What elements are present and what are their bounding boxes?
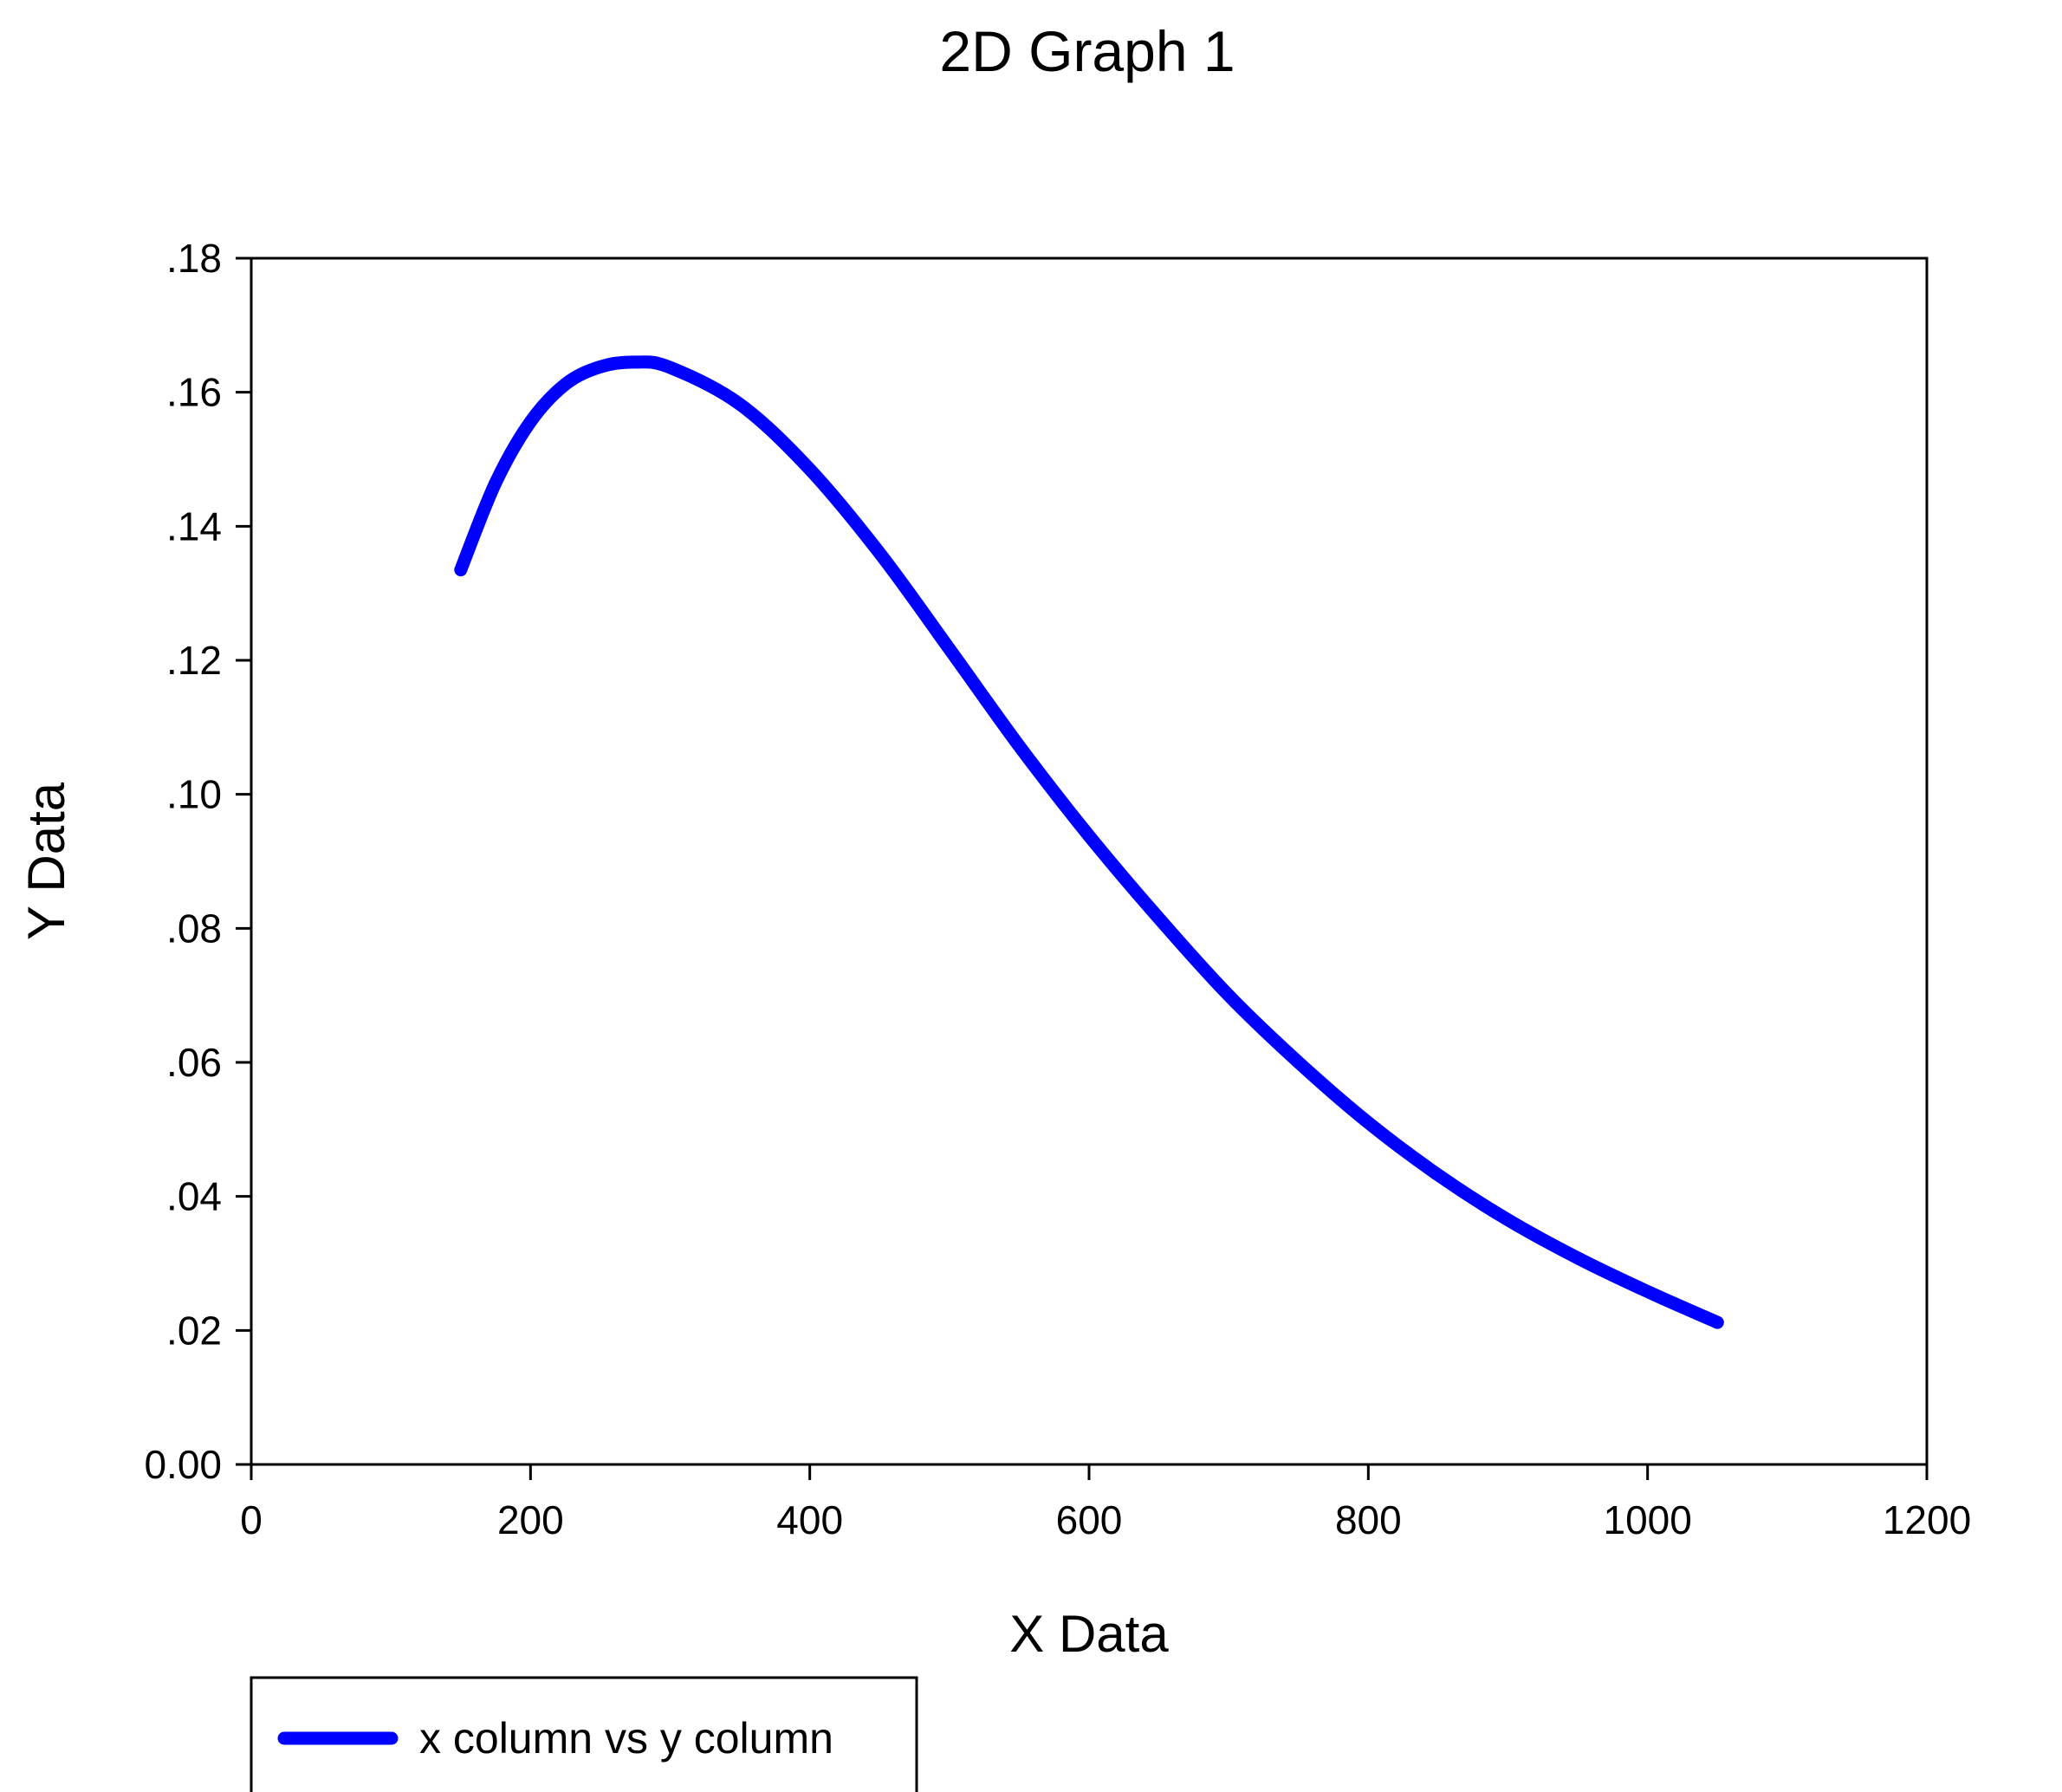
x-axis-ticks: 0 200 400 600 800 1000 1200 [240, 1464, 1971, 1542]
y-tick-label: .14 [166, 503, 222, 549]
y-tick-label: .02 [166, 1308, 222, 1353]
series-line [454, 355, 1724, 1329]
y-tick-label: 0.00 [144, 1442, 222, 1487]
chart-title: 2D Graph 1 [939, 19, 1235, 83]
x-tick-label: 0 [240, 1497, 263, 1542]
x-tick-label: 1200 [1883, 1497, 1971, 1542]
legend-entry-label: x column vs y column [419, 1714, 833, 1763]
x-tick-label: 200 [497, 1497, 564, 1542]
legend: x column vs y column [250, 1676, 918, 1792]
x-tick-label: 800 [1335, 1497, 1402, 1542]
x-tick-label: 400 [776, 1497, 843, 1542]
y-tick-label: .12 [166, 638, 222, 683]
y-tick-label: .04 [166, 1174, 222, 1219]
y-tick-label: .18 [166, 236, 222, 281]
x-tick-label: 1000 [1603, 1497, 1691, 1542]
y-tick-label: .16 [166, 370, 222, 415]
y-tick-label: .10 [166, 772, 222, 817]
y-tick-label: .08 [166, 906, 222, 951]
y-tick-label: .06 [166, 1040, 222, 1085]
y-axis-ticks: 0.00 .02 .04 .06 .08 .10 .12 .14 .16 .18 [144, 236, 251, 1487]
y-axis-label: Y Data [17, 782, 75, 940]
x-axis-label: X Data [1009, 1605, 1169, 1663]
plot-frame [250, 256, 1929, 1466]
x-tick-label: 600 [1056, 1497, 1123, 1542]
